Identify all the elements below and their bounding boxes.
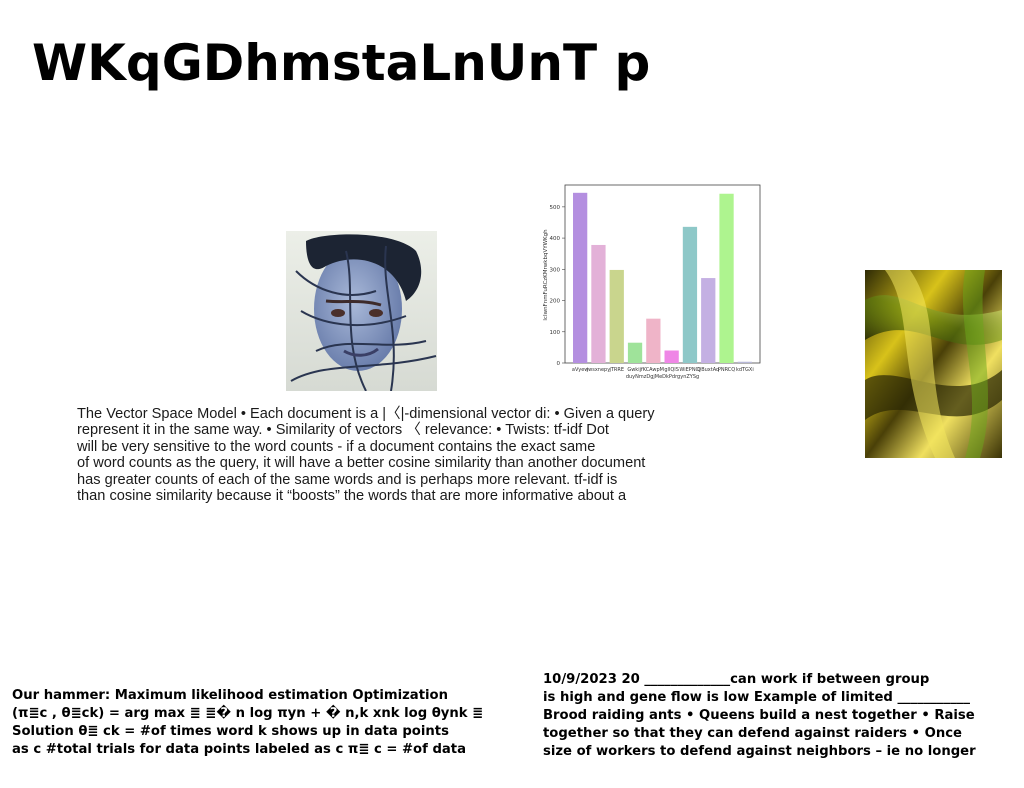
bar-aVyew [573, 192, 588, 363]
vector-space-model-paragraph: The Vector Space Model • Each document i… [77, 406, 717, 504]
x-tick-label: jwsxnepy [586, 367, 610, 373]
x-tick-label: KCAwpM [643, 367, 664, 373]
x-tick-label-secondary: duyNmzDgjMeDkPdrgynZYSg [626, 374, 699, 380]
bar-chart-svg: lcIwnFnmFuRCzKMrwkbqVYWKgh 0 100 200 300 400… [543, 184, 761, 380]
bar-QBuxtAq [701, 278, 716, 363]
text-line: Brood raiding ants • Queens build a nest… [543, 708, 975, 723]
group-selection-text-block: 10/9/2023 20 _____________can work if be… [543, 671, 1021, 761]
text-line: Our hammer: Maximum likelihood estimatio… [12, 688, 448, 703]
text-line: Solution θ≣ ck = #of times word k shows … [12, 724, 449, 739]
text-line: size of workers to defend against neighb… [543, 744, 976, 759]
paragraph-line: of word counts as the query, it will hav… [77, 455, 646, 472]
text-line: 10/9/2023 20 _____________can work if be… [543, 672, 930, 687]
portrait-image [286, 231, 437, 391]
bar-chart: lcIwnFnmFuRCzKMrwkbqVYWKgh 0 100 200 300 400… [537, 180, 767, 388]
y-tick-label: 0 [557, 361, 561, 367]
bar-DwkIjfRV [627, 342, 643, 363]
paragraph-line: has greater counts of each of the same w… [77, 471, 618, 488]
paragraph-line: represent it in the same way. • Similari… [77, 422, 609, 439]
bar-OWWJEP8 [682, 226, 698, 363]
bar-tJRRE [609, 269, 624, 363]
bar-VKCAwpM [646, 318, 661, 363]
mle-text-block: Our hammer: Maximum likelihood estimatio… [12, 687, 532, 759]
text-line: is high and gene flow is low Example of … [543, 690, 970, 705]
bar-kdTGXi [737, 361, 752, 363]
y-tick-label: 100 [550, 330, 561, 336]
x-tick-label: PNRCQ [718, 367, 735, 373]
text-line: as c #total trials for data points label… [12, 742, 466, 757]
y-tick-label: 200 [550, 299, 561, 305]
text-line: (π≣c , θ≣ck) = arg max ≣ ≣� n log πyn + … [12, 706, 484, 721]
paragraph-line: The Vector Space Model • Each document i… [77, 406, 655, 422]
bar-gllQS [664, 350, 679, 363]
paragraph-line: than cosine similarity because it “boost… [77, 488, 627, 505]
y-axis-label: lcIwnFnmFuRCzKMrwkbqVYWKgh [543, 229, 549, 321]
y-tick-label: 300 [550, 267, 561, 273]
gold-texture-image [865, 270, 1002, 458]
x-tick-label: Gwkijf [627, 367, 643, 373]
y-tick-label: 400 [550, 236, 561, 242]
bar-PNRCQ [719, 193, 734, 363]
x-tick-label: gllQIS [664, 367, 679, 373]
text-line: together so that they can defend against… [543, 726, 962, 741]
x-tick-label: aVyew [572, 367, 588, 373]
paragraph-line: will be very sensitive to the word count… [77, 438, 596, 455]
x-tick-label: WiEPNCj [679, 367, 700, 373]
slide-title: WKqGDhmstaLnUnT p [32, 34, 651, 92]
x-tick-label: jTRRE [608, 367, 624, 373]
x-tick-label: QBuxtAq [697, 367, 719, 373]
y-tick-label: 500 [550, 205, 561, 211]
bar-jwsxnepyE [591, 244, 606, 363]
x-tick-label: kdTGXi [736, 367, 754, 373]
